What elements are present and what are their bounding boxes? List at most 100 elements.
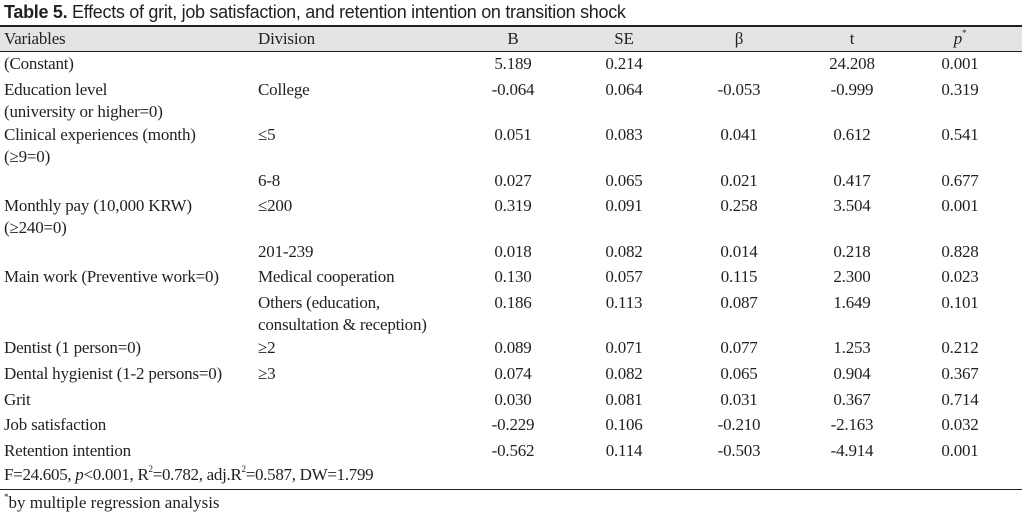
row-variable: Grit: [4, 390, 31, 409]
row-se-value: 0.114: [605, 441, 643, 460]
row-variable: Clinical experiences (month): [4, 125, 196, 144]
row-beta-value: 0.021: [720, 171, 758, 190]
row-beta-value: 0.014: [720, 242, 758, 261]
header-se: SE: [614, 29, 634, 48]
row-division: ≤200: [258, 196, 293, 215]
row-se-value: 0.082: [605, 242, 643, 261]
row-se-value: 0.081: [605, 390, 643, 409]
row-beta-value: 0.031: [720, 390, 758, 409]
table-caption: Table 5. Effects of grit, job satisfacti…: [4, 0, 626, 24]
row-division: 6-8: [258, 171, 281, 190]
row-variable: Monthly pay (10,000 KRW): [4, 196, 192, 215]
row-p-value: 0.367: [941, 364, 979, 383]
row-t-value: 24.208: [829, 54, 875, 73]
row-p-value: 0.101: [941, 293, 979, 312]
row-b-value: -0.562: [491, 441, 535, 460]
row-se-value: 0.082: [605, 364, 643, 383]
header-p-label: p: [953, 29, 963, 48]
row-beta-value: -0.503: [717, 441, 761, 460]
row-variable: Education level: [4, 80, 108, 99]
row-variable: Dental hygienist (1-2 persons=0): [4, 364, 223, 383]
row-p-value: 0.828: [941, 242, 979, 261]
row-p-value: 0.541: [941, 125, 979, 144]
row-t-value: 2.300: [833, 267, 871, 286]
header-p: p*: [910, 28, 1010, 50]
header-background: [0, 27, 1022, 51]
row-se-value: 0.091: [605, 196, 643, 215]
header-variables: Variables: [4, 29, 66, 48]
header-b: B: [507, 29, 519, 48]
row-variable: Job satisfaction: [4, 415, 107, 434]
row-se-value: 0.071: [605, 338, 643, 357]
table-footnote: *by multiple regression analysis: [4, 492, 220, 514]
row-t-value: 0.218: [833, 242, 871, 261]
row-b-value: -0.064: [491, 80, 535, 99]
header-t: t: [849, 29, 855, 48]
row-t-value: 0.612: [833, 125, 871, 144]
row-b-value: 0.027: [494, 171, 532, 190]
row-se-value: 0.065: [605, 171, 643, 190]
row-t-value: -4.914: [830, 441, 874, 460]
row-p-value: 0.212: [941, 338, 979, 357]
table-caption-text: Effects of grit, job satisfaction, and r…: [72, 2, 626, 22]
stat-r2: =0.782, adj.R: [152, 465, 242, 484]
row-division: Others (education,: [258, 293, 380, 312]
bottom-rule: [0, 489, 1022, 490]
stat-adj: =0.587, DW=1.799: [245, 465, 374, 484]
header-division: Division: [258, 29, 315, 48]
stat-f: F=24.605,: [4, 465, 76, 484]
row-beta-value: 0.077: [720, 338, 758, 357]
row-b-value: -0.229: [491, 415, 535, 434]
row-p-value: 0.023: [941, 267, 979, 286]
row-variable-ref: (university or higher=0): [4, 102, 163, 121]
row-beta-value: -0.210: [717, 415, 761, 434]
row-se-value: 0.214: [605, 54, 643, 73]
stat-r2-sup: 2: [148, 464, 153, 474]
row-beta-value: 0.041: [720, 125, 758, 144]
row-b-value: 0.319: [494, 196, 532, 215]
row-t-value: 0.367: [833, 390, 871, 409]
row-t-value: 0.417: [833, 171, 871, 190]
row-b-value: 0.186: [494, 293, 532, 312]
row-t-value: 3.504: [833, 196, 871, 215]
row-division-cont: consultation & reception): [258, 315, 427, 334]
row-se-value: 0.064: [605, 80, 643, 99]
row-beta-value: -0.053: [717, 80, 761, 99]
footnote-mark: *: [4, 492, 9, 502]
stat-adj-sup: 2: [241, 464, 246, 474]
row-division: ≥3: [258, 364, 276, 383]
row-se-value: 0.083: [605, 125, 643, 144]
row-division: ≥2: [258, 338, 276, 357]
row-b-value: 0.051: [494, 125, 532, 144]
row-division: ≤5: [258, 125, 276, 144]
row-variable: (Constant): [4, 54, 74, 73]
row-t-value: 1.253: [833, 338, 871, 357]
row-variable-ref: (≥9=0): [4, 147, 51, 166]
row-b-value: 0.089: [494, 338, 532, 357]
row-p-value: 0.032: [941, 415, 979, 434]
row-b-value: 0.018: [494, 242, 532, 261]
header-p-mark: *: [962, 28, 967, 38]
row-division: College: [258, 80, 310, 99]
row-variable-ref: (≥240=0): [4, 218, 67, 237]
row-p-value: 0.001: [941, 196, 979, 215]
row-beta-value: 0.258: [720, 196, 758, 215]
row-se-value: 0.106: [605, 415, 643, 434]
header-beta: β: [734, 29, 744, 48]
row-p-value: 0.714: [941, 390, 979, 409]
row-t-value: 0.904: [833, 364, 871, 383]
row-p-value: 0.001: [941, 441, 979, 460]
row-t-value: -2.163: [830, 415, 874, 434]
row-variable: Main work (Preventive work=0): [4, 267, 219, 286]
row-p-value: 0.677: [941, 171, 979, 190]
row-b-value: 0.074: [494, 364, 532, 383]
stat-p-label: p: [75, 465, 84, 484]
row-division: Medical cooperation: [258, 267, 395, 286]
row-division: 201-239: [258, 242, 314, 261]
header-rule: [0, 51, 1022, 52]
row-se-value: 0.057: [605, 267, 643, 286]
top-rule: [0, 25, 1022, 27]
row-beta-value: 0.087: [720, 293, 758, 312]
row-beta-value: 0.115: [720, 267, 758, 286]
